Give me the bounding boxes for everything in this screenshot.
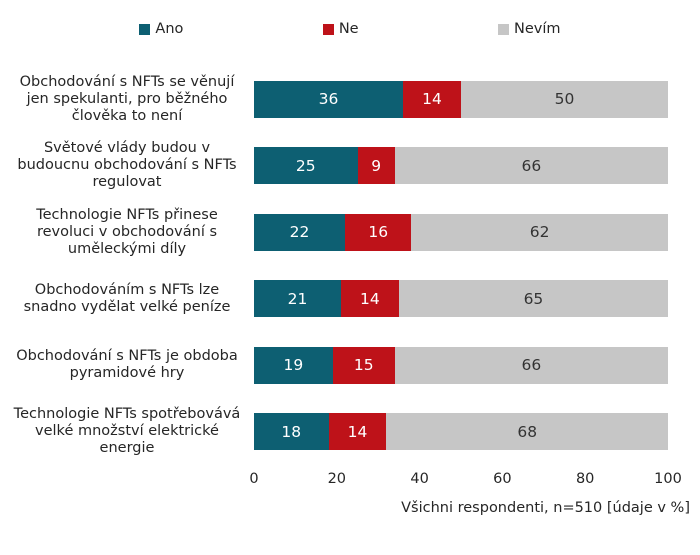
bar-value: 22: [289, 223, 310, 242]
bar-value: 16: [368, 223, 389, 242]
x-axis-tick: 100: [654, 471, 682, 487]
bar-value: 25: [295, 156, 316, 175]
bar-value: 14: [422, 90, 442, 109]
bar-value: 14: [360, 289, 380, 308]
bar-value: 18: [281, 422, 302, 441]
bar-segment-nevim: 65: [398, 280, 668, 318]
bar-value: 62: [529, 223, 550, 242]
bar-segment-nevim: 62: [411, 213, 668, 251]
legend-swatch-ano-icon: [139, 23, 151, 35]
legend-label-nevim: Nevím: [514, 21, 561, 37]
stacked-bar: 25 9 66: [254, 147, 668, 185]
bar-segment-ano: 21: [254, 280, 341, 318]
category-label: Obchodování s NFTs se věnují jen spekula…: [19, 73, 235, 124]
chart-row: Obchodováním s NFTs lze snadno vydělat v…: [0, 266, 668, 333]
category-label: Obchodováním s NFTs lze snadno vydělat v…: [23, 281, 231, 315]
chart-row: Technologie NFTs přinese revoluci v obch…: [0, 199, 668, 266]
chart-row: Technologie NFTs spotřebovává velké množ…: [0, 399, 668, 466]
bar-value: 66: [521, 156, 542, 175]
bar-segment-nevim: 66: [394, 346, 668, 384]
stacked-bar: 36 14 50: [254, 80, 668, 118]
chart-caption: Všichni respondenti, n=510 [údaje v %]: [401, 500, 690, 516]
chart-row: Světové vlády budou v budoucnu obchodová…: [0, 133, 668, 200]
bar-segment-ne: 14: [403, 80, 461, 118]
bar-value: 66: [521, 356, 542, 375]
legend-item-ne: Ne: [322, 21, 359, 37]
category-label: Obchodování s NFTs je obdoba pyramidové …: [16, 348, 238, 382]
legend-item-nevim: Nevím: [498, 21, 561, 37]
bar-segment-ne: 14: [328, 413, 387, 451]
bar-segment-ne: 14: [340, 280, 399, 318]
bar-segment-ne: 16: [345, 213, 412, 251]
bar-segment-nevim: 66: [394, 147, 668, 185]
bar-value: 9: [371, 156, 382, 175]
bar-segment-ano: 18: [254, 413, 329, 451]
legend-label-ano: Ano: [155, 21, 184, 37]
chart-legend: Ano Ne Nevím: [0, 18, 700, 40]
legend-swatch-ne-icon: [322, 23, 334, 35]
x-axis: 0 20 40 60 80 100: [249, 471, 681, 491]
bar-segment-ne: 15: [332, 346, 395, 384]
bar-segment-ano: 19: [254, 346, 333, 384]
x-axis-tick: 40: [410, 471, 429, 487]
x-axis-tick: 60: [493, 471, 512, 487]
legend-swatch-nevim-icon: [498, 23, 510, 35]
chart-plot-area: Obchodování s NFTs se věnují jen spekula…: [0, 66, 700, 465]
bar-segment-nevim: 68: [386, 413, 668, 451]
bar-value: 21: [287, 289, 308, 308]
x-axis-tick: 80: [575, 471, 595, 487]
bar-value: 50: [554, 90, 575, 109]
bar-value: 36: [318, 90, 339, 109]
chart-row: Obchodování s NFTs se věnují jen spekula…: [0, 66, 668, 133]
chart-row: Obchodování s NFTs je obdoba pyramidové …: [0, 332, 668, 399]
bar-value: 19: [283, 356, 304, 375]
category-label: Technologie NFTs přinese revoluci v obch…: [36, 206, 218, 257]
nft-survey-stacked-bar-chart: Ano Ne Nevím Obchodování s NFTs se věnuj…: [0, 18, 700, 555]
bar-value: 15: [353, 356, 374, 375]
legend-item-ano: Ano: [139, 21, 183, 37]
bar-segment-ano: 36: [254, 80, 404, 118]
bar-segment-ano: 25: [254, 147, 358, 185]
bar-segment-ne: 9: [357, 147, 395, 185]
stacked-bar: 22 16 62: [254, 213, 668, 251]
stacked-bar: 18 14 68: [254, 413, 668, 451]
x-axis-tick: 0: [249, 471, 259, 487]
x-axis-tick: 20: [327, 471, 347, 487]
bar-value: 68: [517, 422, 538, 441]
category-label: Technologie NFTs spotřebovává velké množ…: [13, 406, 241, 457]
bar-value: 65: [523, 289, 544, 308]
category-label: Světové vlády budou v budoucnu obchodová…: [17, 140, 237, 191]
bar-segment-ano: 22: [254, 213, 346, 251]
stacked-bar: 19 15 66: [254, 346, 668, 384]
bar-segment-nevim: 50: [460, 80, 668, 118]
legend-label-ne: Ne: [338, 21, 359, 37]
bar-value: 14: [347, 422, 368, 441]
stacked-bar: 21 14 65: [254, 280, 668, 318]
